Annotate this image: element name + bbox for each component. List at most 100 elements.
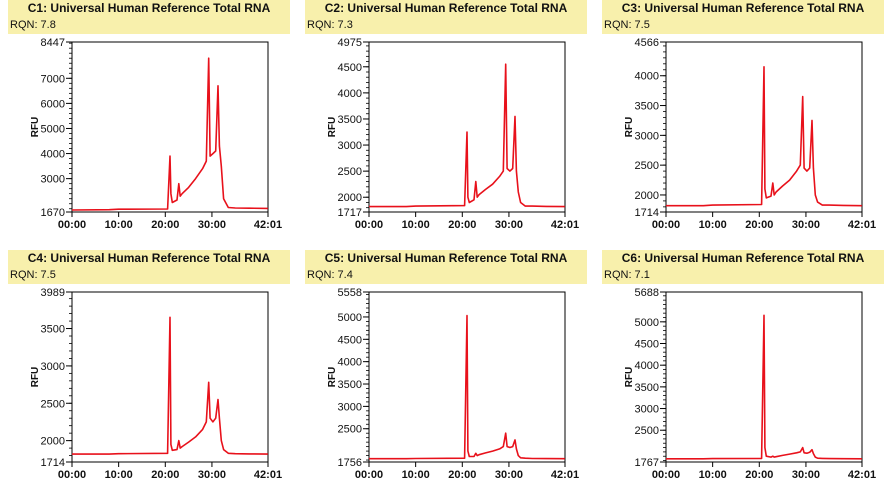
- x-tick-label: 00:00: [652, 219, 680, 231]
- y-tick-label: 5000: [635, 317, 659, 329]
- y-tick-label: 5688: [635, 287, 659, 299]
- chart-svg: 1717 2000 2500 3000 3500 4000 4500 4975 00:00 10:…: [327, 37, 579, 231]
- x-tick-label: 00:00: [58, 219, 86, 231]
- x-tick-label: 42:01: [848, 469, 876, 481]
- plot-frame: [71, 41, 269, 213]
- y-tick-label: 1756: [338, 457, 362, 469]
- rqn-label: RQN: 7.4: [305, 267, 587, 284]
- y-tick-label: 2000: [41, 436, 65, 448]
- y-tick-label: 1714: [41, 457, 65, 469]
- y-tick-label: 2000: [338, 192, 362, 204]
- plot-frame: [368, 41, 566, 213]
- chart-svg: 1767 2500 3000 3500 4000 4500 5000 5688 00:00 10:…: [624, 287, 876, 481]
- y-tick-label: 2000: [635, 190, 659, 202]
- y-tick-label: 2500: [338, 424, 362, 436]
- y-tick-label: 6000: [41, 98, 65, 110]
- y-tick-label: 5000: [338, 312, 362, 324]
- chart-title: C6: Universal Human Reference Total RNA: [602, 250, 884, 267]
- x-tick-label: 10:00: [699, 219, 727, 231]
- rfu-trace-line: [369, 63, 565, 208]
- y-axis-title: RFU: [624, 367, 635, 388]
- x-tick-label: 00:00: [652, 469, 680, 481]
- y-axis-title: RFU: [624, 117, 635, 138]
- y-tick-label: 4975: [338, 37, 362, 49]
- x-tick-label: 30:00: [495, 469, 523, 481]
- y-axis-title: RFU: [30, 367, 41, 388]
- y-axis-title: RFU: [30, 117, 41, 138]
- y-tick-label: 3500: [635, 382, 659, 394]
- rqn-label: RQN: 7.5: [8, 267, 290, 284]
- rqn-label: RQN: 7.1: [602, 267, 884, 284]
- x-tick-label: 42:01: [254, 469, 282, 481]
- y-tick-label: 3000: [338, 401, 362, 413]
- chart-title: C3: Universal Human Reference Total RNA: [602, 0, 884, 17]
- x-tick-label: 20:00: [448, 219, 476, 231]
- x-tick-label: 10:00: [105, 469, 133, 481]
- x-tick-label: 42:01: [254, 219, 282, 231]
- y-tick-label: 4500: [635, 339, 659, 351]
- x-tick-label: 20:00: [745, 469, 773, 481]
- plot-frame: [665, 291, 863, 463]
- y-axis-title: RFU: [327, 367, 338, 388]
- x-tick-label: 00:00: [355, 469, 383, 481]
- rqn-label: RQN: 7.3: [305, 17, 587, 34]
- y-tick-label: 4500: [338, 334, 362, 346]
- y-tick-label: 5558: [338, 287, 362, 299]
- x-tick-label: 30:00: [792, 219, 820, 231]
- y-tick-label: 2500: [338, 166, 362, 178]
- y-tick-label: 3500: [635, 101, 659, 113]
- rqn-label: RQN: 7.5: [602, 17, 884, 34]
- plot-frame: [71, 291, 269, 463]
- y-tick-label: 2500: [635, 425, 659, 437]
- y-tick-label: 3000: [41, 361, 65, 373]
- x-tick-label: 00:00: [355, 219, 383, 231]
- chart-title: C4: Universal Human Reference Total RNA: [8, 250, 290, 267]
- y-tick-label: 3000: [635, 404, 659, 416]
- y-tick-label: 4000: [338, 357, 362, 369]
- chart-svg: 1756 2500 3000 3500 4000 4500 5000 5558 00:00 10:…: [327, 287, 579, 481]
- chart-svg: 1714 2000 2500 3000 3500 4000 4566 00:00 10:00 20…: [624, 37, 876, 231]
- x-tick-label: 42:01: [551, 469, 579, 481]
- y-tick-label: 5000: [41, 123, 65, 135]
- x-tick-label: 10:00: [402, 219, 430, 231]
- x-tick-label: 20:00: [151, 219, 179, 231]
- y-tick-label: 8447: [41, 37, 65, 49]
- y-tick-label: 4000: [635, 360, 659, 372]
- chart-title: C2: Universal Human Reference Total RNA: [305, 0, 587, 17]
- rfu-trace-line: [369, 314, 565, 460]
- chart-panel-2: C2: Universal Human Reference Total RNA R…: [297, 0, 587, 245]
- x-tick-label: 42:01: [848, 219, 876, 231]
- chart-title: C1: Universal Human Reference Total RNA: [8, 0, 290, 17]
- x-tick-label: 30:00: [198, 219, 226, 231]
- x-tick-label: 20:00: [745, 219, 773, 231]
- rfu-trace-line: [666, 314, 862, 460]
- rfu-trace-line: [71, 57, 268, 211]
- chart-panel-4: C4: Universal Human Reference Total RNA R…: [0, 250, 290, 495]
- x-tick-label: 20:00: [448, 469, 476, 481]
- chart-svg: 1670 3000 4000 5000 6000 7000 8447 00:00 10:00 20…: [30, 37, 282, 231]
- y-tick-label: 3500: [338, 114, 362, 126]
- y-tick-label: 3989: [41, 287, 65, 299]
- x-tick-label: 10:00: [105, 219, 133, 231]
- y-tick-label: 4500: [338, 62, 362, 74]
- x-tick-label: 30:00: [495, 219, 523, 231]
- y-tick-label: 7000: [41, 73, 65, 85]
- y-tick-label: 4566: [635, 37, 659, 49]
- y-tick-label: 1670: [41, 207, 65, 219]
- y-tick-label: 3000: [338, 140, 362, 152]
- rfu-trace-line: [72, 316, 268, 455]
- chart-title: C5: Universal Human Reference Total RNA: [305, 250, 587, 267]
- x-tick-label: 20:00: [151, 469, 179, 481]
- y-tick-label: 3500: [338, 379, 362, 391]
- chart-panel-3: C3: Universal Human Reference Total RNA R…: [594, 0, 884, 245]
- rqn-label: RQN: 7.8: [8, 17, 290, 34]
- y-axis-title: RFU: [327, 117, 338, 138]
- y-tick-label: 1717: [338, 207, 362, 219]
- y-tick-label: 4000: [338, 88, 362, 100]
- chart-panel-5: C5: Universal Human Reference Total RNA R…: [297, 250, 587, 495]
- y-tick-label: 4000: [41, 149, 65, 161]
- y-tick-label: 1767: [635, 457, 659, 469]
- x-tick-label: 42:01: [551, 219, 579, 231]
- y-tick-label: 3000: [41, 174, 65, 186]
- plot-frame: [368, 291, 566, 463]
